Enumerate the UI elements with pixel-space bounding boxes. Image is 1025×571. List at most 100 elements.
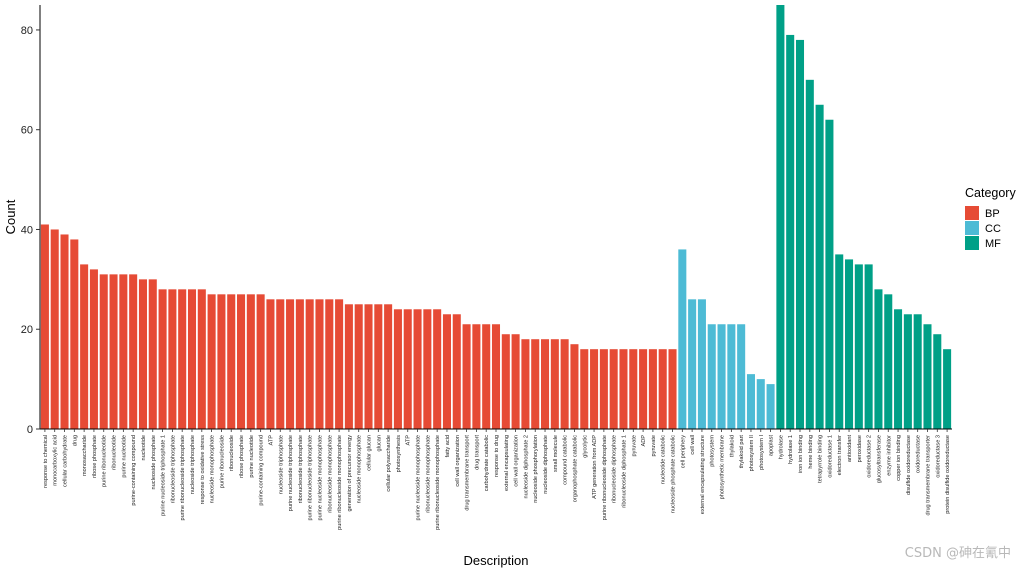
x-tick-label: antioxidant — [847, 435, 853, 463]
x-tick-label: purine nucleoside monophosphate — [317, 435, 323, 521]
bar — [786, 34, 795, 430]
bar — [590, 349, 599, 429]
bar — [795, 39, 805, 430]
x-tick-label: nucleoside diphosphate — [543, 435, 549, 494]
x-tick-label: oxidoreductase 1 — [827, 435, 833, 478]
x-tick-label: ATP — [406, 435, 412, 446]
x-tick-label: glycolytic — [582, 435, 588, 458]
x-tick-label: ribose phosphate — [92, 435, 98, 478]
bar — [756, 379, 765, 429]
x-tick-label: pyruvate — [631, 435, 637, 456]
bar — [491, 324, 501, 429]
bar — [305, 299, 314, 429]
x-tick-label: ribonucleoside monophosphate — [425, 435, 431, 513]
x-tick-label: purine nucleotide — [121, 435, 127, 478]
bar — [335, 299, 344, 429]
x-tick-label: electron transfer — [837, 435, 843, 476]
y-tick-label: 0 — [27, 424, 33, 436]
bar — [423, 309, 432, 429]
x-tick-label: fatty acid — [445, 435, 451, 457]
bar — [697, 299, 706, 429]
bar — [207, 294, 216, 429]
x-tick-label: purine ribonucleoside — [219, 435, 225, 488]
x-tick-label: nucleoside monophosphate — [210, 435, 216, 503]
x-tick-label: drug transmembrane transporter — [925, 435, 931, 516]
bar — [776, 5, 785, 429]
bar — [433, 309, 442, 429]
bar — [246, 294, 255, 429]
x-tick-label: glucan — [376, 435, 382, 451]
bar — [168, 289, 177, 429]
x-tick-label: cellular glucan — [367, 435, 373, 471]
x-tick-label: small molecule — [553, 435, 559, 472]
bar — [60, 234, 69, 429]
bar — [80, 264, 89, 429]
bar — [472, 324, 481, 429]
y-axis-title: Count — [3, 199, 18, 234]
x-tick-label: purine-containing compound — [131, 435, 137, 506]
x-tick-label: heme binding — [808, 435, 814, 469]
bar — [109, 274, 118, 429]
bar — [50, 229, 59, 429]
x-tick-label: ribonucleoside monophosphate — [327, 435, 333, 513]
x-tick-label: nucleotide — [141, 435, 147, 461]
bar — [884, 294, 893, 429]
x-tick-label: cellular carbohydrate — [63, 435, 69, 487]
bar — [639, 349, 648, 429]
x-tick-label: generation of precursor energy — [347, 435, 353, 512]
legend-swatch — [965, 221, 979, 235]
bar — [550, 339, 559, 429]
bar — [276, 299, 285, 429]
bar — [580, 349, 589, 429]
x-tick-label: compound catabolic — [563, 435, 569, 485]
x-tick-label: copper ion binding — [896, 435, 902, 481]
x-tick-label: glucosyltransferase — [876, 435, 882, 483]
bar — [688, 299, 697, 429]
x-tick-label: nucleoside phosphate catabolic — [671, 435, 677, 513]
x-tick-label: peroxidase — [857, 435, 863, 462]
bar — [40, 224, 49, 429]
bar — [217, 294, 226, 429]
x-tick-label: cell periphery — [680, 435, 686, 468]
x-tick-label: carbohydrate catabolic — [484, 435, 490, 491]
x-tick-label: ribonucleoside triphosphate — [170, 435, 176, 503]
x-tick-label: thylakoid — [729, 435, 735, 457]
bar — [727, 324, 736, 429]
bar — [266, 299, 275, 429]
bar — [403, 309, 412, 429]
bar — [864, 264, 873, 429]
bar — [237, 294, 246, 429]
x-tick-label: monosaccharide — [82, 435, 88, 476]
bar — [138, 279, 147, 429]
x-tick-label: cell wall — [690, 435, 696, 455]
x-axis-title: Description — [463, 553, 528, 568]
x-tick-label: iron ion binding — [798, 435, 804, 473]
x-tick-label: organophosphate catabolic — [572, 435, 578, 502]
x-tick-label: photosynthetic membrane — [720, 435, 726, 499]
x-tick-label: hydrolase — [778, 435, 784, 459]
x-tick-label: photosynthesis — [396, 435, 402, 473]
bar — [521, 339, 530, 429]
bar — [442, 314, 451, 429]
x-tick-label: nucleoside diphosphate 2 — [523, 435, 529, 498]
x-tick-label: oxidoreductase 2 — [867, 435, 873, 478]
bar — [364, 304, 373, 429]
x-tick-label: ATP — [268, 435, 274, 446]
bar — [452, 314, 461, 429]
bar — [462, 324, 471, 429]
x-tick-label: response to oxidative stress — [200, 435, 206, 505]
legend-title: Category — [965, 186, 1016, 200]
x-tick-label: purine ribonucleotide — [102, 435, 108, 487]
x-tick-label: purine ribonucleoside monophosphate — [337, 435, 343, 530]
x-tick-label: purine nucleoside triphosphate — [288, 435, 294, 511]
x-tick-label: monocarboxylic acid — [53, 435, 59, 486]
bar — [197, 289, 206, 429]
x-tick-label: nucleoside triphosphate — [278, 435, 284, 494]
bar — [766, 384, 775, 429]
x-tick-label: nucleoside phosphorylation — [533, 435, 539, 503]
x-tick-label: external encapsulating structure — [700, 435, 706, 514]
x-tick-label: ATP generation from ADP — [592, 435, 598, 499]
bar — [599, 349, 608, 429]
x-tick-label: photosystem I — [759, 435, 765, 470]
